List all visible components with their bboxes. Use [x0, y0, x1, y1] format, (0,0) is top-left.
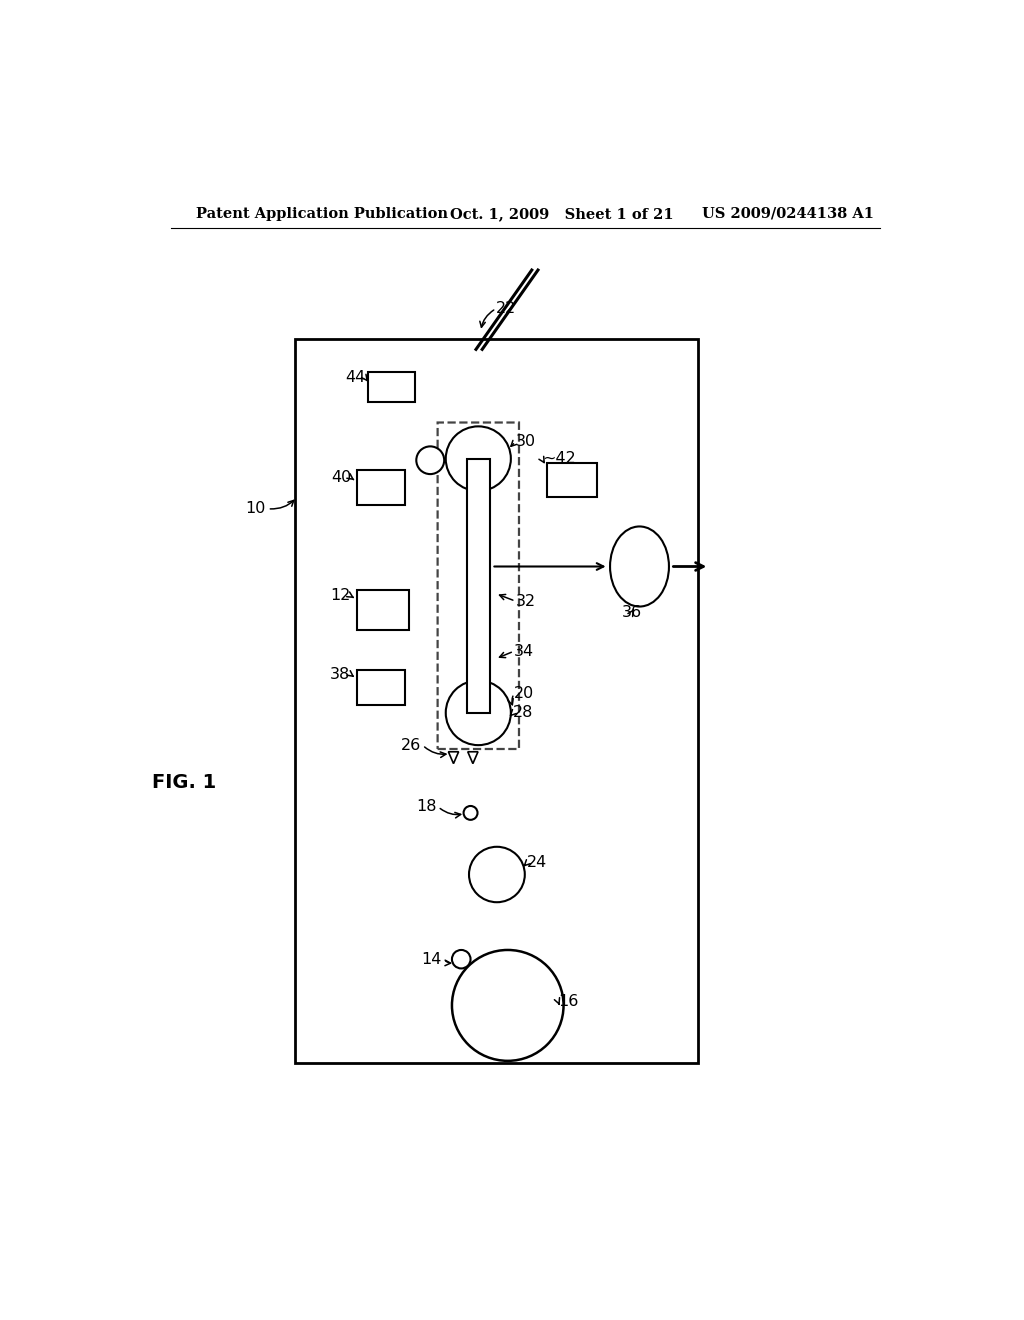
Text: Oct. 1, 2009   Sheet 1 of 21: Oct. 1, 2009 Sheet 1 of 21 — [450, 207, 673, 220]
Bar — [356, 590, 410, 630]
Text: ~42: ~42 — [542, 451, 575, 466]
Text: 12: 12 — [330, 589, 350, 603]
Text: 26: 26 — [400, 738, 421, 752]
Text: 22: 22 — [496, 301, 516, 315]
Bar — [467, 459, 489, 713]
Text: 14: 14 — [422, 952, 442, 966]
Circle shape — [445, 426, 511, 491]
Bar — [295, 339, 697, 1063]
Text: 10: 10 — [246, 502, 266, 516]
Text: Patent Application Publication: Patent Application Publication — [197, 207, 449, 220]
Text: 40: 40 — [331, 470, 351, 486]
Text: 20: 20 — [514, 686, 535, 701]
Text: 30: 30 — [515, 434, 536, 449]
Text: 36: 36 — [622, 605, 642, 620]
Text: 44: 44 — [345, 371, 366, 385]
Text: 32: 32 — [515, 594, 536, 609]
Text: 16: 16 — [558, 994, 579, 1008]
Bar — [356, 470, 404, 506]
Bar — [356, 671, 404, 705]
Text: FIG. 1: FIG. 1 — [152, 772, 216, 792]
Text: 28: 28 — [513, 705, 534, 721]
Bar — [547, 462, 597, 498]
Text: 34: 34 — [514, 644, 535, 659]
Text: US 2009/0244138 A1: US 2009/0244138 A1 — [701, 207, 873, 220]
Bar — [369, 372, 415, 401]
Text: 38: 38 — [330, 667, 350, 682]
Text: 18: 18 — [416, 799, 436, 814]
Text: 24: 24 — [527, 855, 548, 870]
Circle shape — [417, 446, 444, 474]
Circle shape — [445, 681, 511, 744]
